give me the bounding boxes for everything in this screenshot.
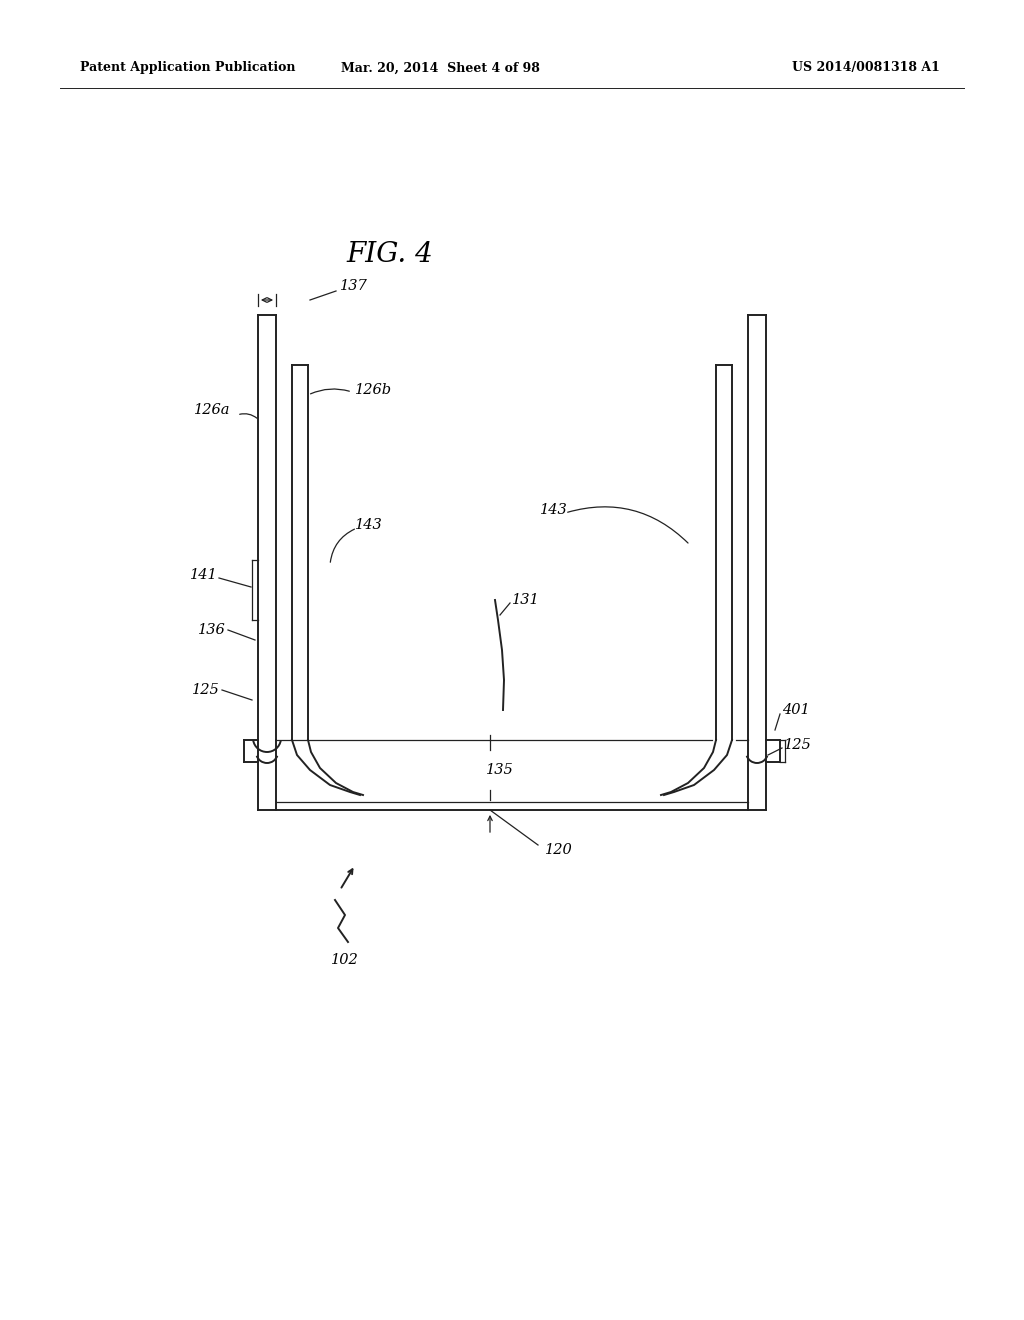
Text: 137: 137 bbox=[340, 279, 368, 293]
Text: 125: 125 bbox=[784, 738, 812, 752]
Text: 126b: 126b bbox=[355, 383, 392, 397]
Text: US 2014/0081318 A1: US 2014/0081318 A1 bbox=[793, 62, 940, 74]
Text: 135: 135 bbox=[486, 763, 514, 777]
Text: 125: 125 bbox=[193, 682, 220, 697]
Text: 136: 136 bbox=[199, 623, 226, 638]
Text: 126a: 126a bbox=[194, 403, 230, 417]
Text: 120: 120 bbox=[545, 843, 572, 857]
Text: Patent Application Publication: Patent Application Publication bbox=[80, 62, 296, 74]
Text: 143: 143 bbox=[355, 517, 383, 532]
Text: FIG. 4: FIG. 4 bbox=[347, 242, 433, 268]
Text: 102: 102 bbox=[331, 953, 358, 968]
Text: 131: 131 bbox=[512, 593, 540, 607]
Text: 141: 141 bbox=[190, 568, 218, 582]
Text: 401: 401 bbox=[782, 704, 810, 717]
Text: Mar. 20, 2014  Sheet 4 of 98: Mar. 20, 2014 Sheet 4 of 98 bbox=[341, 62, 540, 74]
Text: 143: 143 bbox=[540, 503, 567, 517]
